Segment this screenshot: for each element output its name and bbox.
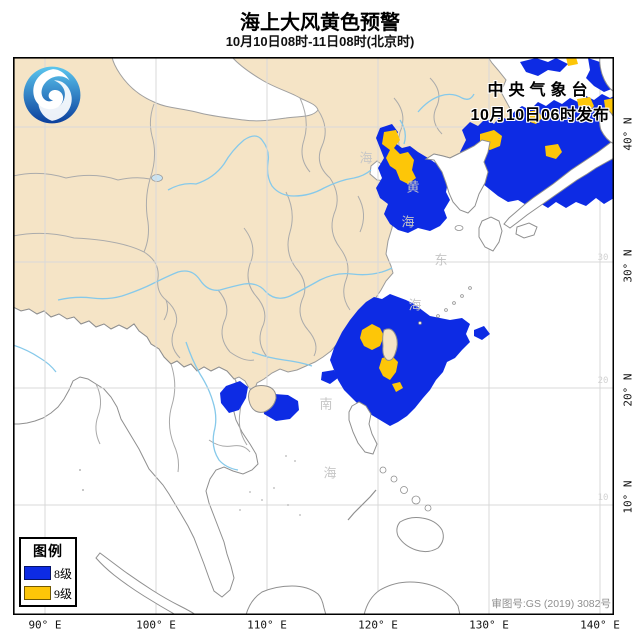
korea-peninsula [424, 139, 491, 214]
map-review-number: 审图号:GS (2019) 3082号 [491, 598, 611, 610]
legend-swatch-level9 [24, 586, 51, 600]
warning-8-guangdong-offshore [321, 370, 338, 384]
warning-9-taiwan-south-dot [392, 382, 403, 392]
warning-8-eastchinasea-taiwan [330, 294, 470, 426]
cma-logo-icon [21, 64, 83, 126]
jeju-island [454, 225, 464, 231]
hainan-island [248, 385, 277, 413]
japan-kyushu [478, 216, 503, 252]
ryukyu-islands [418, 286, 472, 325]
map-canvas [13, 57, 614, 615]
ganges-river [13, 344, 57, 373]
grid-label-10n: 10 [597, 493, 609, 503]
warning-8-beibu-gulf [220, 381, 248, 413]
legend-row-level9: 9级 [24, 585, 75, 601]
legend-swatch-level8 [24, 566, 51, 580]
warning-9-bohai [382, 130, 416, 184]
issue-time: 10月10日06时发布 [470, 107, 610, 124]
map-frame [13, 57, 614, 615]
warning-9-japansea-4 [545, 144, 562, 159]
warning-9-japansea-6 [566, 57, 578, 66]
philippines-visayas [379, 466, 432, 512]
grid-label-20n: 20 [597, 376, 609, 386]
legend-label-level8: 8级 [54, 566, 73, 581]
qinghai-lake [151, 174, 163, 182]
y-tick-10n: 10° N [621, 480, 635, 514]
borneo-west-coast [245, 585, 327, 615]
islands-layer [79, 57, 614, 615]
legend-row-level8: 8级 [24, 565, 75, 581]
x-tick-130e: 130° E [469, 618, 509, 632]
warning-8-japansea-north1 [520, 58, 568, 76]
x-tick-140e: 140° E [580, 618, 620, 632]
warning-9-taiwan-strait [360, 324, 384, 350]
province-borders [13, 77, 443, 361]
y-tick-40n: 40° N [621, 117, 635, 151]
x-tick-90e: 90° E [28, 618, 62, 632]
legend-title: 图例 [33, 543, 63, 559]
grid-label-30n: 30 [597, 253, 609, 263]
issuer-watermark: 中央气象台 10月10日06时发布 [420, 76, 640, 125]
sumatra-island [95, 552, 197, 615]
yellow-river [167, 135, 372, 197]
x-tick-100e: 100° E [136, 618, 176, 632]
palawan-island [347, 489, 377, 521]
map-legend: 图例 8级 9级 [19, 537, 77, 607]
warning-9-taiwan-southeast [379, 356, 398, 380]
x-tick-120e: 120° E [358, 618, 398, 632]
borneo-north-coast [363, 581, 461, 615]
issuer-name: 中央气象台 [487, 82, 593, 99]
sea-label-southsea-2: 海 [323, 465, 337, 481]
ne-river [399, 119, 406, 145]
legend-label-level9: 9级 [54, 586, 73, 601]
japan-honshu [503, 139, 614, 229]
sea-label-bohai: 海 [359, 150, 373, 166]
sea-label-yellowsea-2: 海 [401, 214, 415, 230]
japan-shikoku [515, 222, 538, 239]
philippines-mindanao [396, 517, 444, 553]
x-tick-110e: 110° E [247, 618, 287, 632]
hokkaido-coast [599, 107, 614, 145]
warning-9-japansea-3 [577, 97, 594, 113]
warning-9-japansea-2 [526, 110, 542, 124]
taiwan-island [382, 328, 398, 361]
mekong-river [185, 341, 239, 471]
warning-areas-level9 [360, 57, 614, 392]
y-tick-30n: 30° N [621, 249, 635, 283]
sea-label-eastsea-2: 海 [408, 297, 422, 313]
page-subtitle: 10月10日08时-11日08时(北京时) [225, 34, 415, 49]
page-title: 海上大风黄色预警 [240, 12, 400, 34]
scattered-islets [79, 455, 301, 516]
pearl-river [251, 351, 313, 367]
sea-label-eastsea-1: 东 [434, 252, 448, 268]
rivers [13, 93, 475, 471]
y-tick-20n: 20° N [621, 373, 635, 407]
songhua-river [417, 93, 475, 113]
sea-label-yellowsea-1: 黄 [406, 179, 420, 195]
philippines-luzon [348, 401, 378, 455]
sea-label-southsea-1: 南 [319, 396, 333, 412]
warning-8-eastchinasea-east-bit [474, 326, 490, 340]
yangtze-river [57, 267, 393, 301]
